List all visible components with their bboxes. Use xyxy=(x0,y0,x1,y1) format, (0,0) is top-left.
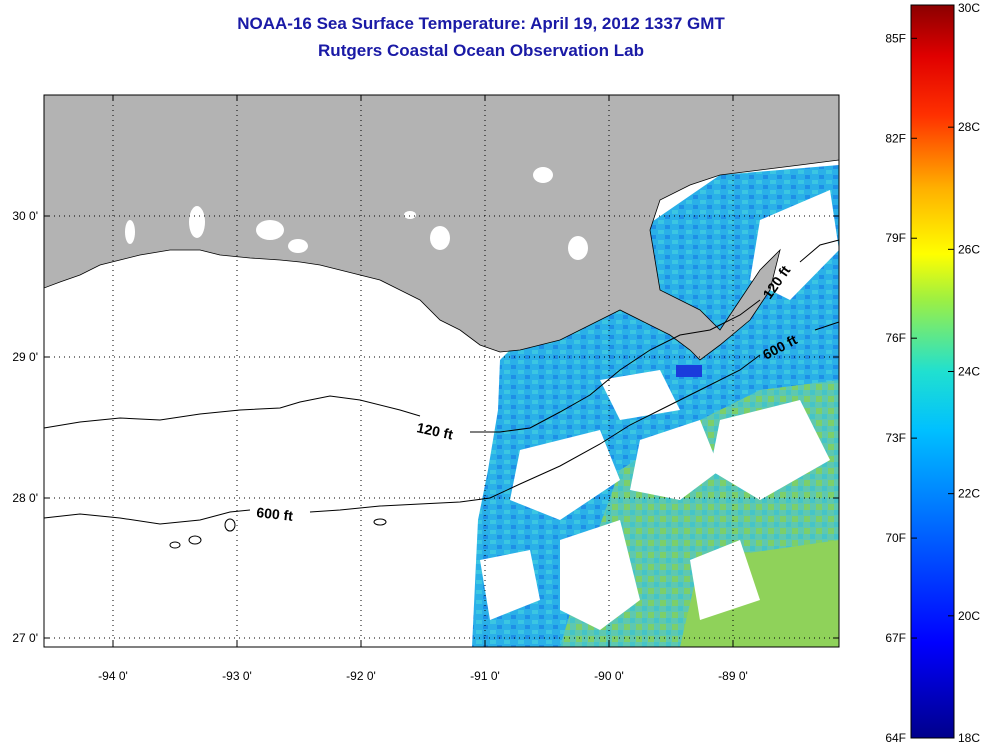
lat-label-29: 29 0' xyxy=(12,350,38,364)
lon-label-91: -91 0' xyxy=(470,669,500,683)
map-frame xyxy=(43,94,840,648)
lon-label-93: -93 0' xyxy=(222,669,252,683)
colorbar: 64F 67F 70F 73F 76F 79F 82F 85F 18C 20C 22C 24C 26C… xyxy=(885,1,980,745)
colorbar-f-label: 82F xyxy=(885,131,906,145)
latitude-labels: 30 0' 29 0' 28 0' 27 0' xyxy=(12,209,38,645)
colorbar-c-label: 24C xyxy=(958,365,980,379)
longitude-labels: -94 0' -93 0' -92 0' -91 0' -90 0' -89 0… xyxy=(98,669,748,683)
isobath-120-label: 120 ft xyxy=(415,419,454,442)
colorbar-c-label: 28C xyxy=(958,120,980,134)
colorbar-f-label: 73F xyxy=(885,431,906,445)
map-subtitle: Rutgers Coastal Ocean Observation Lab xyxy=(318,41,644,60)
lon-label-94: -94 0' xyxy=(98,669,128,683)
colorbar-f-label: 67F xyxy=(885,631,906,645)
colorbar-gradient xyxy=(910,4,955,739)
lon-label-92: -92 0' xyxy=(346,669,376,683)
isobath-600-line xyxy=(43,321,840,525)
colorbar-f-label: 70F xyxy=(885,531,906,545)
sst-data-field xyxy=(472,165,839,647)
colorbar-f-label: 76F xyxy=(885,331,906,345)
isobath-600-label: 600 ft xyxy=(256,504,294,524)
lat-label-30: 30 0' xyxy=(12,209,38,223)
colorbar-f-label: 64F xyxy=(885,731,906,745)
colorbar-c-label: 20C xyxy=(958,609,980,623)
lat-label-27: 27 0' xyxy=(12,631,38,645)
colorbar-fahrenheit-labels: 64F 67F 70F 73F 76F 79F 82F 85F xyxy=(885,31,917,745)
isobath-600-islands xyxy=(169,518,387,549)
colorbar-c-label: 26C xyxy=(958,242,980,256)
map-title: NOAA-16 Sea Surface Temperature: April 1… xyxy=(237,14,725,33)
colorbar-c-label: 18C xyxy=(958,731,980,745)
colorbar-c-label: 30C xyxy=(958,1,980,15)
colorbar-f-label: 85F xyxy=(885,31,906,45)
colorbar-c-label: 22C xyxy=(958,487,980,501)
lat-label-28: 28 0' xyxy=(12,491,38,505)
lon-label-90: -90 0' xyxy=(594,669,624,683)
colorbar-celsius-labels: 18C 20C 22C 24C 26C 28C 30C xyxy=(948,1,980,745)
graticule xyxy=(44,95,839,647)
inland-lakes xyxy=(125,167,588,260)
lon-label-89: -89 0' xyxy=(718,669,748,683)
colorbar-f-label: 79F xyxy=(885,231,906,245)
isobath-120-line xyxy=(43,239,840,433)
axis-ticks xyxy=(44,95,839,647)
